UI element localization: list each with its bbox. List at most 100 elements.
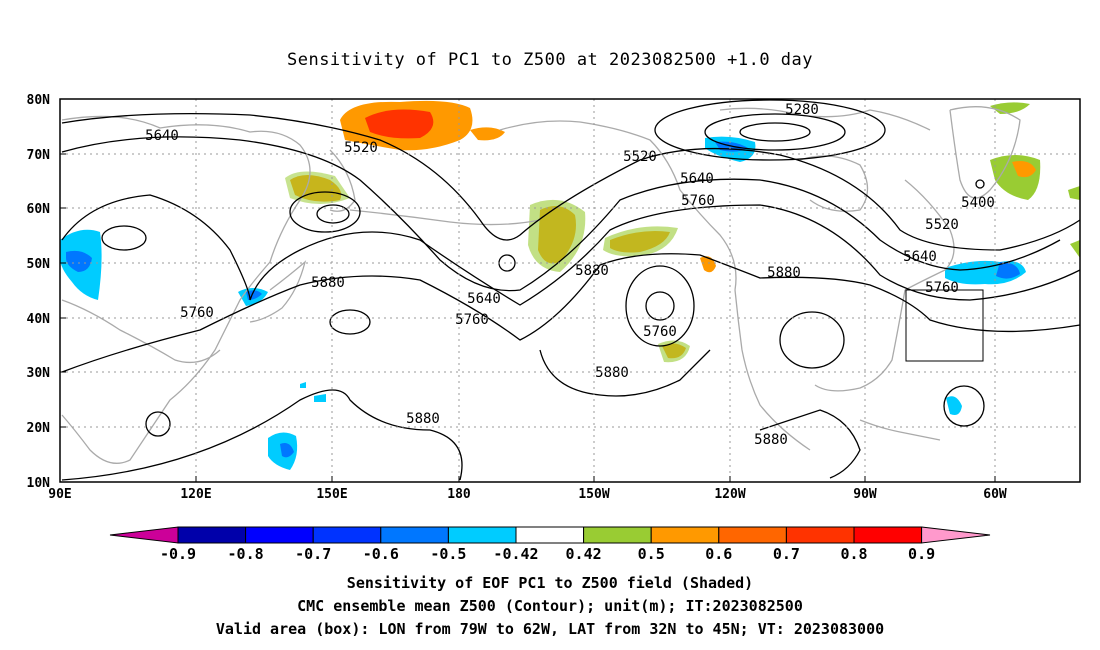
colorbar-label: -0.6	[363, 545, 399, 563]
colorbar-labels: -0.9 -0.8 -0.7 -0.6 -0.5 -0.42 0.42 0.5 …	[160, 545, 935, 563]
colorbar-label: -0.7	[295, 545, 331, 563]
coast-labrador	[904, 179, 955, 291]
colorbar-swatch	[447, 526, 517, 544]
lon-label: 60W	[983, 487, 1007, 502]
lon-label: 150E	[316, 487, 347, 502]
coast-na-east	[814, 289, 906, 392]
colorbar-swatch	[650, 526, 720, 544]
contour-low-alaska	[498, 254, 516, 272]
colorbar-label: -0.42	[493, 545, 538, 563]
lat-label: 50N	[27, 257, 51, 272]
contour-low-arctic	[654, 99, 886, 161]
footer-line-1: Sensitivity of EOF PC1 to Z500 field (Sh…	[346, 574, 754, 592]
contour-low-hawaii	[625, 265, 695, 347]
shade-greenland-core	[1012, 161, 1036, 178]
lat-label: 80N	[27, 93, 51, 108]
shade-goa-2-edge	[603, 226, 678, 257]
lon-label: 120E	[180, 487, 211, 502]
colorbar-swatch	[312, 526, 382, 544]
contour-label: 5640	[467, 291, 501, 307]
shade-small-1	[314, 394, 326, 402]
contour-label: 5760	[925, 280, 959, 296]
footer-line-3: Valid area (box): LON from 79W to 62W, L…	[215, 620, 885, 638]
colorbar-swatch	[515, 526, 585, 544]
shade-edge-right	[1068, 186, 1080, 200]
contour-label: 5880	[754, 432, 788, 448]
contour-label: 5640	[145, 128, 179, 144]
contour-label: 5880	[406, 411, 440, 427]
contour-label: 5760	[643, 324, 677, 340]
lon-label: 180	[447, 487, 471, 502]
colorbar-label: 0.6	[705, 545, 732, 563]
shade-caribbean	[946, 396, 962, 415]
colorbar	[109, 526, 991, 544]
contour-small-philip	[145, 411, 171, 437]
contour-label: 5880	[595, 365, 629, 381]
shade-bering-core	[365, 109, 434, 139]
contour-labels: 5640 5520 5520 5280 5640 5760 5400 5520 …	[145, 102, 995, 448]
contour-high-bermuda	[943, 385, 985, 427]
colorbar-label: -0.9	[160, 545, 196, 563]
z500-contours	[61, 99, 1081, 481]
lon-label: 150W	[578, 487, 609, 502]
contour-label: 5760	[180, 305, 214, 321]
lon-labels: 90E 120E 150E 180 150W 120W 90W 60W	[48, 487, 1007, 502]
colorbar-left-triangle	[109, 526, 179, 544]
shade-wpac-south-core	[280, 443, 294, 458]
grid-lines	[60, 99, 1080, 482]
contour-high-atlantic	[779, 311, 845, 369]
coast-asia-interior	[61, 299, 221, 364]
shade-bering-tail	[470, 127, 505, 141]
colorbar-label: 0.8	[840, 545, 867, 563]
contour-5640	[61, 136, 1061, 292]
lon-label: 120W	[714, 487, 745, 502]
contour-low-hawaii-inner	[645, 291, 675, 321]
contour-5880	[61, 253, 1081, 373]
coastlines	[61, 106, 1021, 464]
shade-small-2	[300, 382, 306, 388]
lon-label: 90W	[853, 487, 877, 502]
colorbar-label: -0.5	[430, 545, 466, 563]
contour-label: 5520	[623, 149, 657, 165]
shade-goa-1-edge	[528, 199, 586, 272]
contour-label: 5400	[961, 195, 995, 211]
colorbar-swatch	[785, 526, 855, 544]
shade-kamchatka-edge	[285, 171, 350, 204]
contour-label: 5640	[680, 171, 714, 187]
coast-caribbean	[859, 419, 941, 441]
contour-label: 5520	[925, 217, 959, 233]
contour-label: 5880	[575, 263, 609, 279]
lon-label: 90E	[48, 487, 71, 502]
shade-hawaii-edge	[658, 340, 690, 363]
contour-5520-north	[61, 112, 1081, 251]
map-frame	[59, 98, 1081, 483]
lat-label: 10N	[27, 476, 51, 491]
shade-west-pac-core	[66, 250, 92, 272]
valid-area-box	[905, 289, 984, 362]
shade-edge-right2	[1070, 240, 1080, 258]
lat-label: 70N	[27, 148, 51, 163]
colorbar-swatch	[380, 526, 449, 544]
lat-labels: 80N 70N 60N 50N 40N 30N 20N 10N	[27, 93, 51, 491]
contour-low-kamchatka-inner	[316, 204, 350, 224]
contour-label: 5760	[681, 193, 715, 209]
contour-low-kamchatka	[289, 191, 361, 233]
tick-marks	[60, 98, 996, 482]
footer-line-2: CMC ensemble mean Z500 (Contour); unit(m…	[297, 597, 803, 615]
coast-asia	[61, 115, 311, 464]
colorbar-swatch	[177, 526, 247, 544]
coast-aleutians	[349, 209, 541, 226]
contour-low-west	[101, 225, 147, 251]
colorbar-label: 0.5	[638, 545, 665, 563]
contour-label: 5880	[311, 275, 345, 291]
colorbar-swatch	[718, 526, 787, 544]
lat-label: 60N	[27, 202, 51, 217]
sensitivity-shading	[60, 100, 1080, 470]
contour-low-arctic-3	[739, 122, 811, 142]
colorbar-swatch	[583, 526, 652, 544]
shade-nw-us	[700, 256, 716, 273]
colorbar-label: 0.7	[773, 545, 800, 563]
contour-label: 5280	[785, 102, 819, 118]
colorbar-swatch	[853, 526, 923, 544]
